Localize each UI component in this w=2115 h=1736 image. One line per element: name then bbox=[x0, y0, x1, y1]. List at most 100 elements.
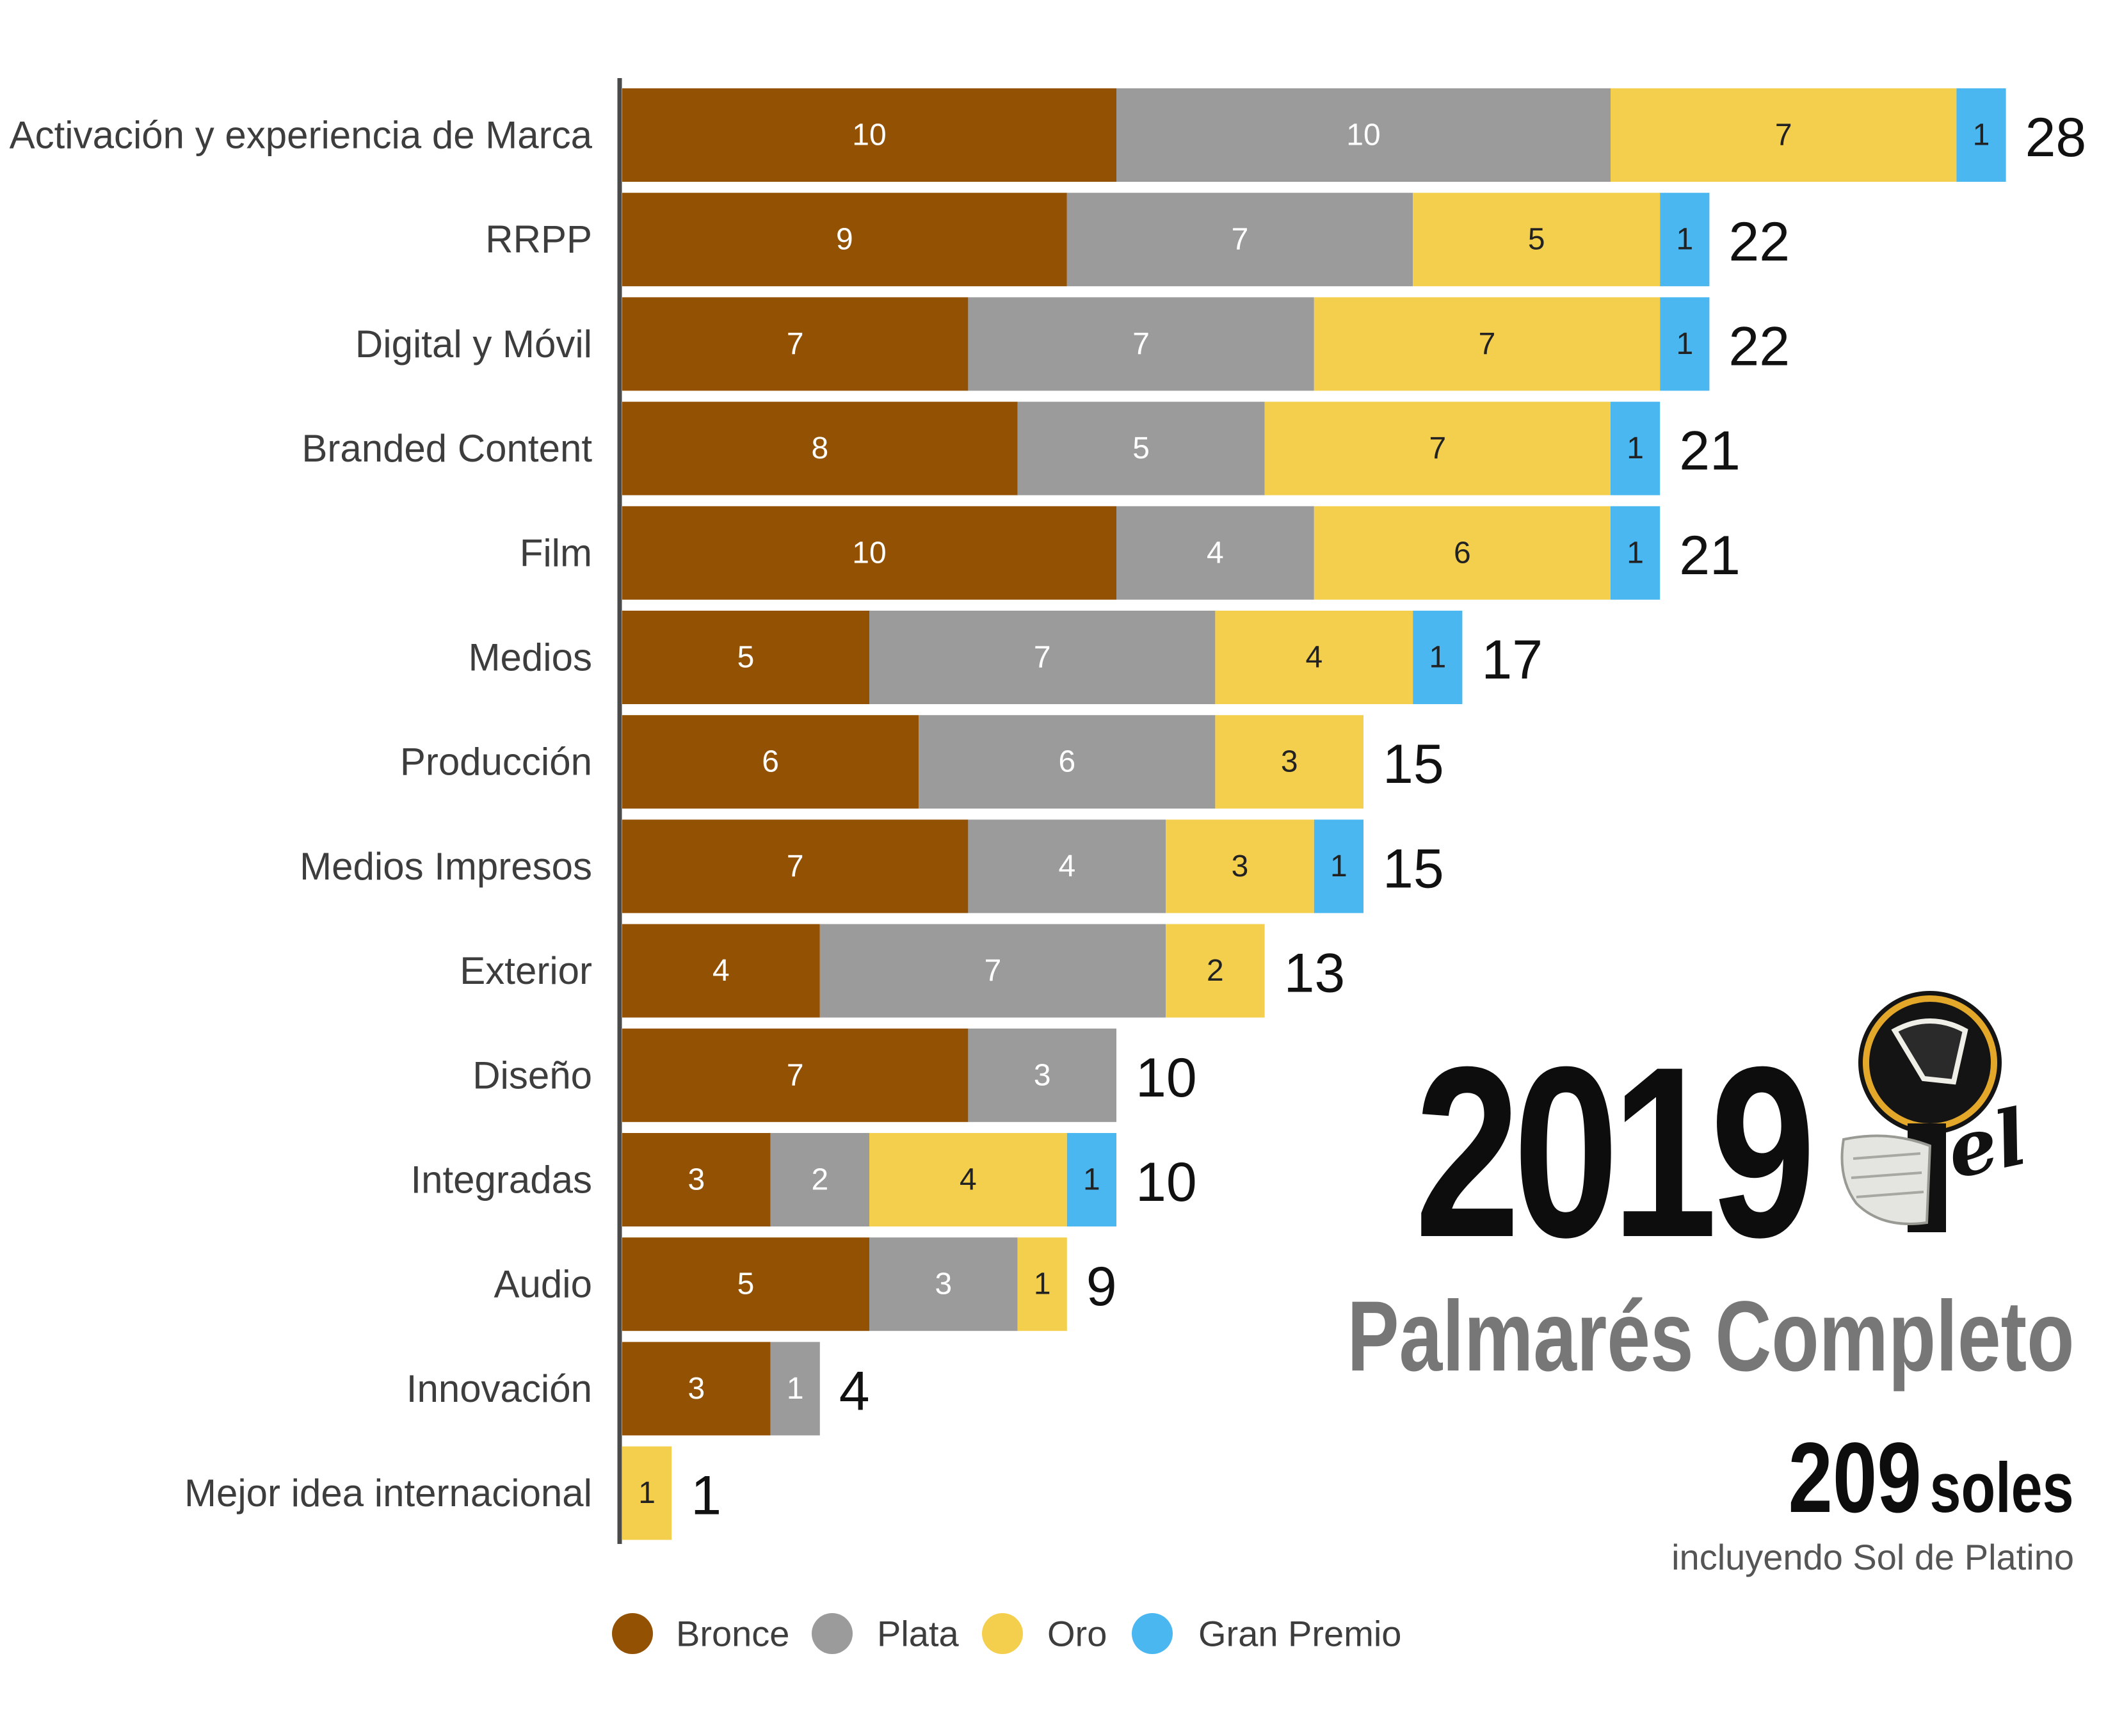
category-label-produccion: Producción bbox=[400, 741, 592, 784]
total-label-rrpp: 22 bbox=[1728, 211, 1790, 273]
bar-segment-oro-film bbox=[1314, 506, 1611, 600]
segment-value-gran-premio-digital-y-movil: 1 bbox=[1676, 327, 1693, 361]
segment-value-bronce-branded-content: 8 bbox=[811, 431, 828, 465]
segment-value-bronce-film: 10 bbox=[852, 536, 886, 570]
bar-segment-plata-exterior bbox=[819, 924, 1166, 1018]
legend-label-plata: Plata bbox=[877, 1614, 959, 1654]
bar-segment-oro-digital-y-movil bbox=[1314, 297, 1661, 391]
segment-value-oro-medios-impresos: 3 bbox=[1232, 849, 1249, 883]
segment-value-gran-premio-medios: 1 bbox=[1429, 641, 1446, 675]
bar-segment-bronce-exterior bbox=[622, 924, 820, 1018]
category-label-innovacion: Innovación bbox=[406, 1367, 592, 1410]
total-label-activacion-y-experiencia-de-marca: 28 bbox=[2025, 107, 2087, 168]
total-label-diseno: 10 bbox=[1136, 1047, 1197, 1109]
segment-value-bronce-produccion: 6 bbox=[762, 745, 779, 779]
segment-value-gran-premio-integradas: 1 bbox=[1083, 1163, 1100, 1197]
segment-value-oro-produccion: 3 bbox=[1281, 745, 1298, 779]
segment-value-plata-medios-impresos: 4 bbox=[1058, 849, 1075, 883]
brand-count-unit: soles bbox=[1929, 1449, 2074, 1527]
segment-value-oro-rrpp: 5 bbox=[1528, 223, 1545, 257]
category-label-activacion-y-experiencia-de-marca: Activación y experiencia de Marca bbox=[10, 114, 593, 157]
total-label-medios-impresos: 15 bbox=[1383, 838, 1444, 899]
segment-value-bronce-innovacion: 3 bbox=[688, 1372, 705, 1406]
bar-segment-plata-audio bbox=[869, 1237, 1018, 1331]
category-label-film: Film bbox=[520, 531, 592, 574]
bar-segment-oro-integradas bbox=[869, 1133, 1067, 1226]
segment-value-bronce-digital-y-movil: 7 bbox=[787, 327, 804, 361]
segment-value-plata-integradas: 2 bbox=[811, 1163, 828, 1197]
segment-value-gran-premio-activacion-y-experiencia-de-marca: 1 bbox=[1973, 118, 1990, 152]
segment-value-gran-premio-medios-impresos: 1 bbox=[1330, 849, 1347, 883]
segment-value-plata-produccion: 6 bbox=[1058, 745, 1075, 779]
bar-segment-oro-medios bbox=[1215, 611, 1413, 704]
bar-segment-oro-branded-content bbox=[1264, 401, 1611, 495]
brand-year: 2019 bbox=[1415, 1016, 1816, 1288]
bar-segment-plata-diseno bbox=[968, 1028, 1116, 1122]
brand-note: incluyendo Sol de Platino bbox=[1671, 1537, 2074, 1577]
bar-segment-gran-premio-medios bbox=[1413, 611, 1463, 704]
bar-segment-bronce-produccion bbox=[622, 715, 919, 809]
brand-title: Palmarés Completo bbox=[1346, 1281, 2074, 1392]
segment-value-bronce-medios-impresos: 7 bbox=[787, 849, 804, 883]
legend: Bronce Plata Oro Gran Premio bbox=[612, 1613, 1401, 1654]
segment-value-oro-digital-y-movil: 7 bbox=[1479, 327, 1496, 361]
segment-value-oro-branded-content: 7 bbox=[1429, 431, 1446, 465]
bar-segment-gran-premio-activacion-y-experiencia-de-marca bbox=[1956, 88, 2006, 182]
bar-segment-gran-premio-integradas bbox=[1066, 1133, 1116, 1226]
bar-segment-gran-premio-rrpp bbox=[1660, 193, 1710, 287]
bar-segment-plata-medios bbox=[869, 611, 1216, 704]
bar-segment-plata-digital-y-movil bbox=[968, 297, 1314, 391]
bar-segment-plata-medios-impresos bbox=[968, 819, 1166, 913]
segment-value-oro-mejor-idea-internacional: 1 bbox=[638, 1476, 655, 1510]
bar-segment-plata-innovacion bbox=[770, 1342, 820, 1436]
bar-segment-oro-rrpp bbox=[1413, 193, 1661, 287]
category-label-audio: Audio bbox=[494, 1263, 592, 1306]
segment-value-oro-exterior: 2 bbox=[1207, 954, 1224, 988]
segment-value-oro-activacion-y-experiencia-de-marca: 7 bbox=[1775, 118, 1792, 152]
segment-value-oro-medios: 4 bbox=[1305, 641, 1323, 675]
total-label-digital-y-movil: 22 bbox=[1728, 316, 1790, 377]
segment-value-plata-audio: 3 bbox=[935, 1267, 952, 1301]
segment-value-gran-premio-rrpp: 1 bbox=[1676, 223, 1693, 257]
bar-segment-gran-premio-film bbox=[1611, 506, 1661, 600]
bar-segment-oro-medios-impresos bbox=[1166, 819, 1314, 913]
legend-label-gran-premio: Gran Premio bbox=[1198, 1614, 1401, 1654]
segment-value-plata-medios: 7 bbox=[1034, 641, 1051, 675]
bar-segment-oro-produccion bbox=[1215, 715, 1363, 809]
total-label-medios: 17 bbox=[1481, 629, 1543, 691]
legend-swatch-plata bbox=[812, 1613, 853, 1654]
brand-count-number: 209 bbox=[1788, 1422, 1922, 1534]
el-sol-fist-logo: el Sol bbox=[1840, 991, 2048, 1232]
total-label-branded-content: 21 bbox=[1679, 421, 1741, 482]
bar-segment-gran-premio-branded-content bbox=[1611, 401, 1661, 495]
bar-segment-bronce-digital-y-movil bbox=[622, 297, 969, 391]
total-label-integradas: 10 bbox=[1136, 1152, 1197, 1213]
segment-value-bronce-exterior: 4 bbox=[712, 954, 730, 988]
bar-segment-gran-premio-medios-impresos bbox=[1314, 819, 1363, 913]
segment-value-plata-rrpp: 7 bbox=[1232, 223, 1249, 257]
bar-segment-oro-audio bbox=[1017, 1237, 1067, 1331]
segment-value-bronce-audio: 5 bbox=[737, 1267, 755, 1301]
category-label-medios: Medios bbox=[469, 636, 592, 679]
category-label-digital-y-movil: Digital y Móvil bbox=[355, 323, 592, 366]
bar-segment-oro-activacion-y-experiencia-de-marca bbox=[1611, 88, 1957, 182]
brand-count: 209 soles bbox=[1789, 1421, 2074, 1536]
segment-value-plata-diseno: 3 bbox=[1034, 1058, 1051, 1092]
category-label-diseno: Diseño bbox=[472, 1054, 592, 1097]
segment-value-oro-film: 6 bbox=[1454, 536, 1471, 570]
bar-segment-bronce-film bbox=[622, 506, 1116, 600]
bar-segment-bronce-medios bbox=[622, 611, 869, 704]
total-label-audio: 9 bbox=[1086, 1256, 1117, 1317]
category-label-integradas: Integradas bbox=[410, 1159, 592, 1202]
segment-value-bronce-integradas: 3 bbox=[688, 1163, 705, 1197]
segment-value-bronce-rrpp: 9 bbox=[836, 223, 853, 257]
segment-value-plata-activacion-y-experiencia-de-marca: 10 bbox=[1346, 118, 1380, 152]
bar-segment-bronce-branded-content bbox=[622, 401, 1018, 495]
segment-value-plata-exterior: 7 bbox=[985, 954, 1002, 988]
bars-layer bbox=[622, 88, 2006, 1540]
total-label-mejor-idea-internacional: 1 bbox=[691, 1465, 721, 1527]
bar-segment-oro-exterior bbox=[1166, 924, 1265, 1018]
legend-label-oro: Oro bbox=[1047, 1614, 1107, 1654]
segment-value-plata-innovacion: 1 bbox=[787, 1372, 804, 1406]
